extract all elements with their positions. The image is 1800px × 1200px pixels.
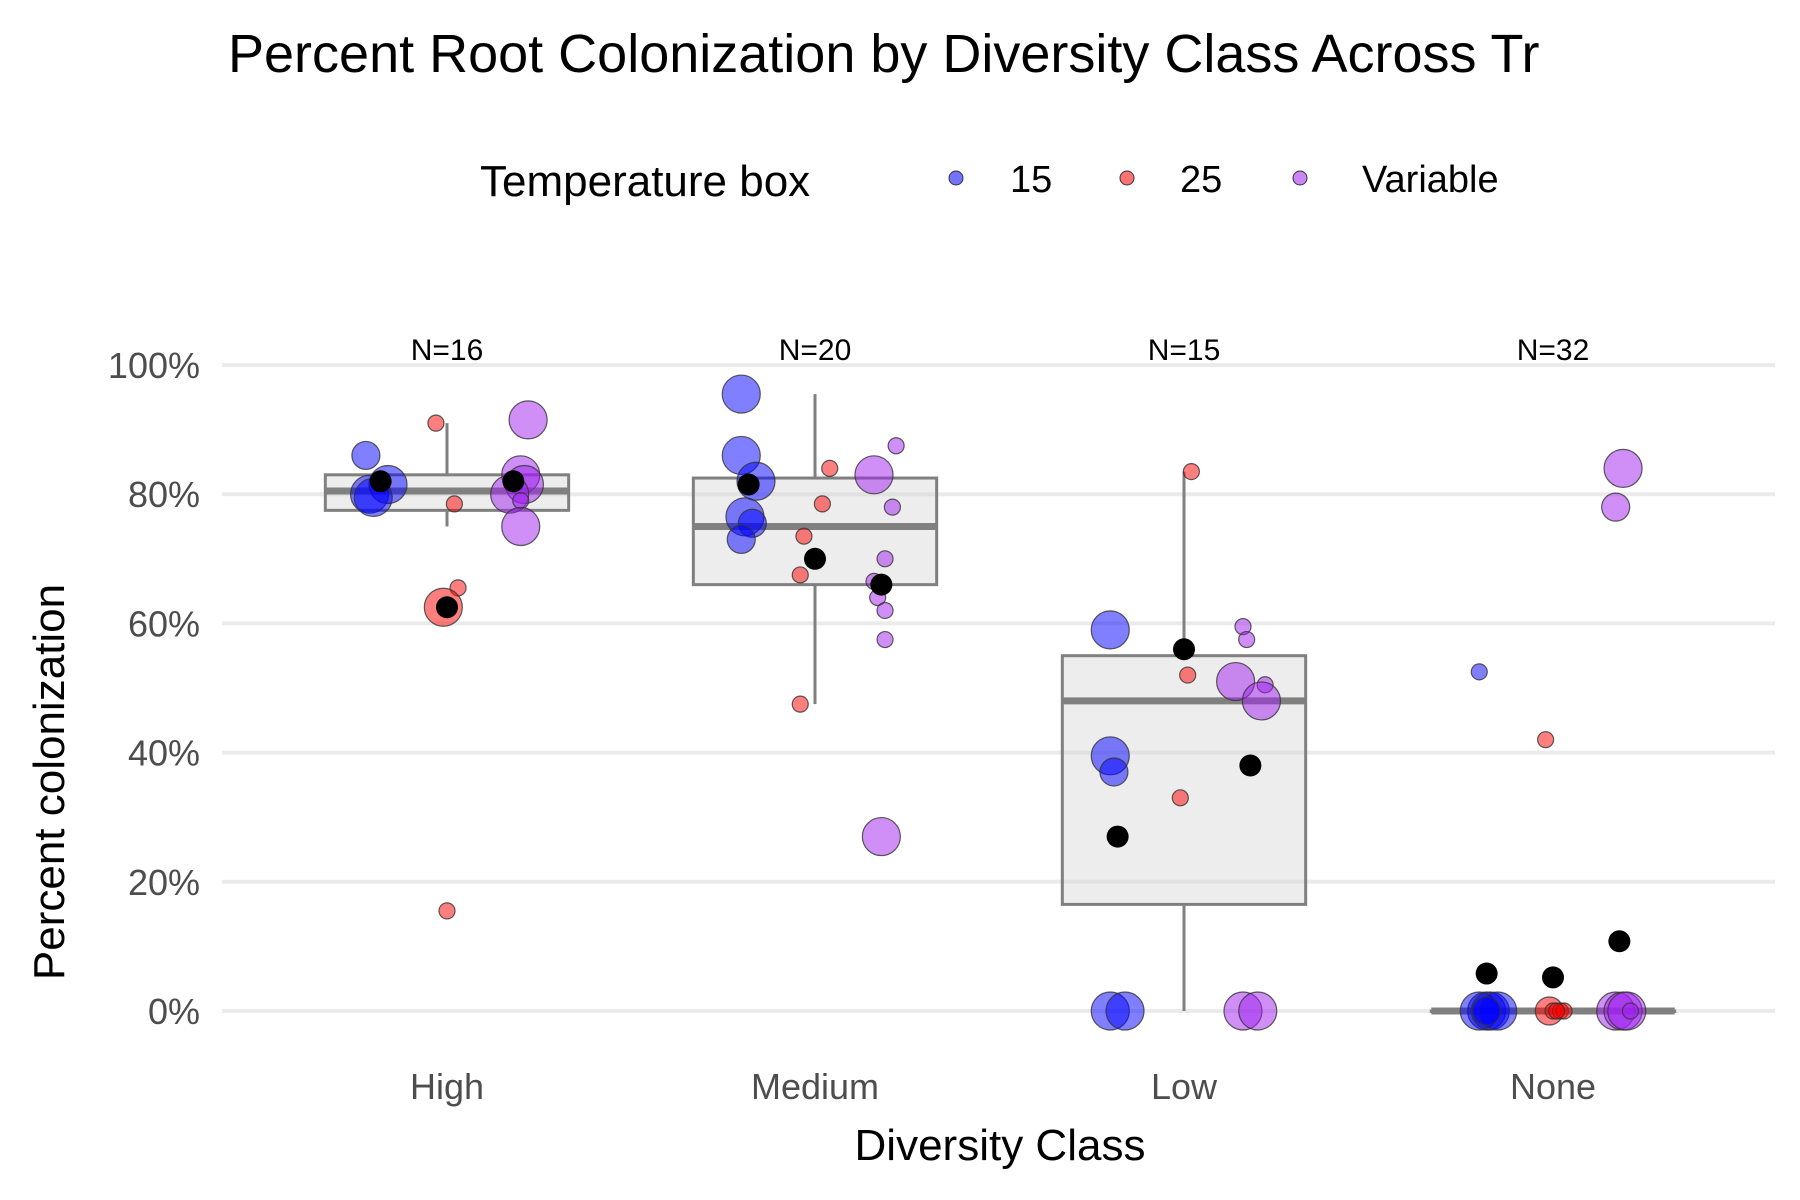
x-tick-label-low: Low	[1151, 1066, 1218, 1107]
point-15	[351, 440, 381, 471]
point-variable	[508, 400, 548, 440]
legend-label-25: 25	[1180, 159, 1222, 201]
mean-point	[804, 547, 826, 570]
point-variable	[854, 455, 894, 495]
n-label-low: N=15	[1148, 334, 1221, 367]
point-variable	[512, 492, 530, 510]
point-25	[821, 459, 839, 477]
data-points	[349, 374, 1647, 1031]
legend-marker-25	[1119, 170, 1135, 186]
point-25	[795, 527, 813, 545]
mean-point	[436, 596, 458, 619]
point-25	[445, 495, 463, 513]
point-variable	[883, 498, 902, 516]
y-axis-title: Percent colonization	[25, 584, 74, 980]
y-tick-label: 40%	[128, 733, 200, 774]
n-labels: N=16 N=20 N=15 N=32	[411, 334, 1590, 367]
point-25	[1182, 462, 1200, 481]
point-variable	[1621, 1002, 1640, 1020]
mean-point	[1173, 638, 1195, 661]
y-tick-label: 100%	[108, 345, 200, 386]
n-label-none: N=32	[1517, 334, 1590, 367]
legend-title: Temperature box	[480, 157, 810, 206]
mean-point	[1608, 930, 1631, 953]
legend-marker-15	[948, 170, 964, 186]
point-25	[1537, 731, 1555, 749]
point-variable	[1603, 448, 1643, 488]
point-variable	[1238, 630, 1256, 649]
point-variable	[887, 437, 905, 455]
point-variable	[876, 550, 894, 568]
y-tick-label: 60%	[128, 603, 200, 644]
legend-label-variable: Variable	[1362, 159, 1499, 201]
legend-marker-variable	[1292, 170, 1308, 186]
chart-title: Percent Root Colonization by Diversity C…	[228, 24, 1539, 84]
x-tick-label-medium: Medium	[751, 1066, 879, 1107]
point-15	[1099, 757, 1129, 787]
point-15	[1470, 663, 1488, 681]
mean-point	[870, 573, 893, 596]
point-15	[1105, 991, 1145, 1031]
mean-point	[1106, 825, 1129, 848]
point-15	[726, 524, 756, 555]
legend-label-15: 15	[1010, 159, 1052, 201]
n-label-high: N=16	[411, 334, 484, 367]
y-tick-label: 80%	[128, 474, 200, 515]
n-label-medium: N=20	[779, 334, 852, 367]
point-variable	[861, 816, 901, 857]
point-variable	[501, 506, 541, 547]
y-tick-label: 0%	[148, 991, 200, 1032]
x-tick-label-none: None	[1510, 1066, 1596, 1107]
y-tick-label: 20%	[128, 862, 200, 903]
x-axis-ticks: High Medium Low None	[410, 1066, 1596, 1107]
legend: Temperature box 15 25 Variable	[480, 157, 1499, 206]
y-axis-ticks: 0% 20% 40% 60% 80% 100%	[108, 345, 200, 1032]
mean-point	[737, 473, 760, 496]
x-axis-title: Diversity Class	[855, 1121, 1146, 1170]
point-25	[1548, 1002, 1566, 1020]
mean-point	[1239, 754, 1262, 777]
point-15	[721, 374, 761, 414]
point-variable	[1238, 991, 1278, 1031]
mean-points	[369, 470, 1631, 989]
point-25	[813, 495, 831, 513]
point-25	[791, 695, 809, 713]
x-tick-label-high: High	[410, 1066, 484, 1107]
point-15	[1090, 610, 1130, 650]
point-variable	[876, 630, 894, 649]
point-25	[791, 566, 809, 584]
point-15	[1472, 996, 1502, 1026]
point-variable	[876, 601, 894, 620]
mean-point	[369, 470, 392, 493]
point-variable	[1241, 681, 1282, 721]
point-25	[1171, 789, 1189, 807]
point-25	[1179, 666, 1197, 684]
point-variable	[1601, 492, 1631, 522]
mean-point	[502, 470, 525, 493]
point-25	[427, 414, 445, 432]
boxplot-medium	[691, 394, 939, 705]
mean-point	[1542, 966, 1564, 989]
point-25	[438, 902, 456, 920]
mean-point	[1475, 962, 1498, 985]
